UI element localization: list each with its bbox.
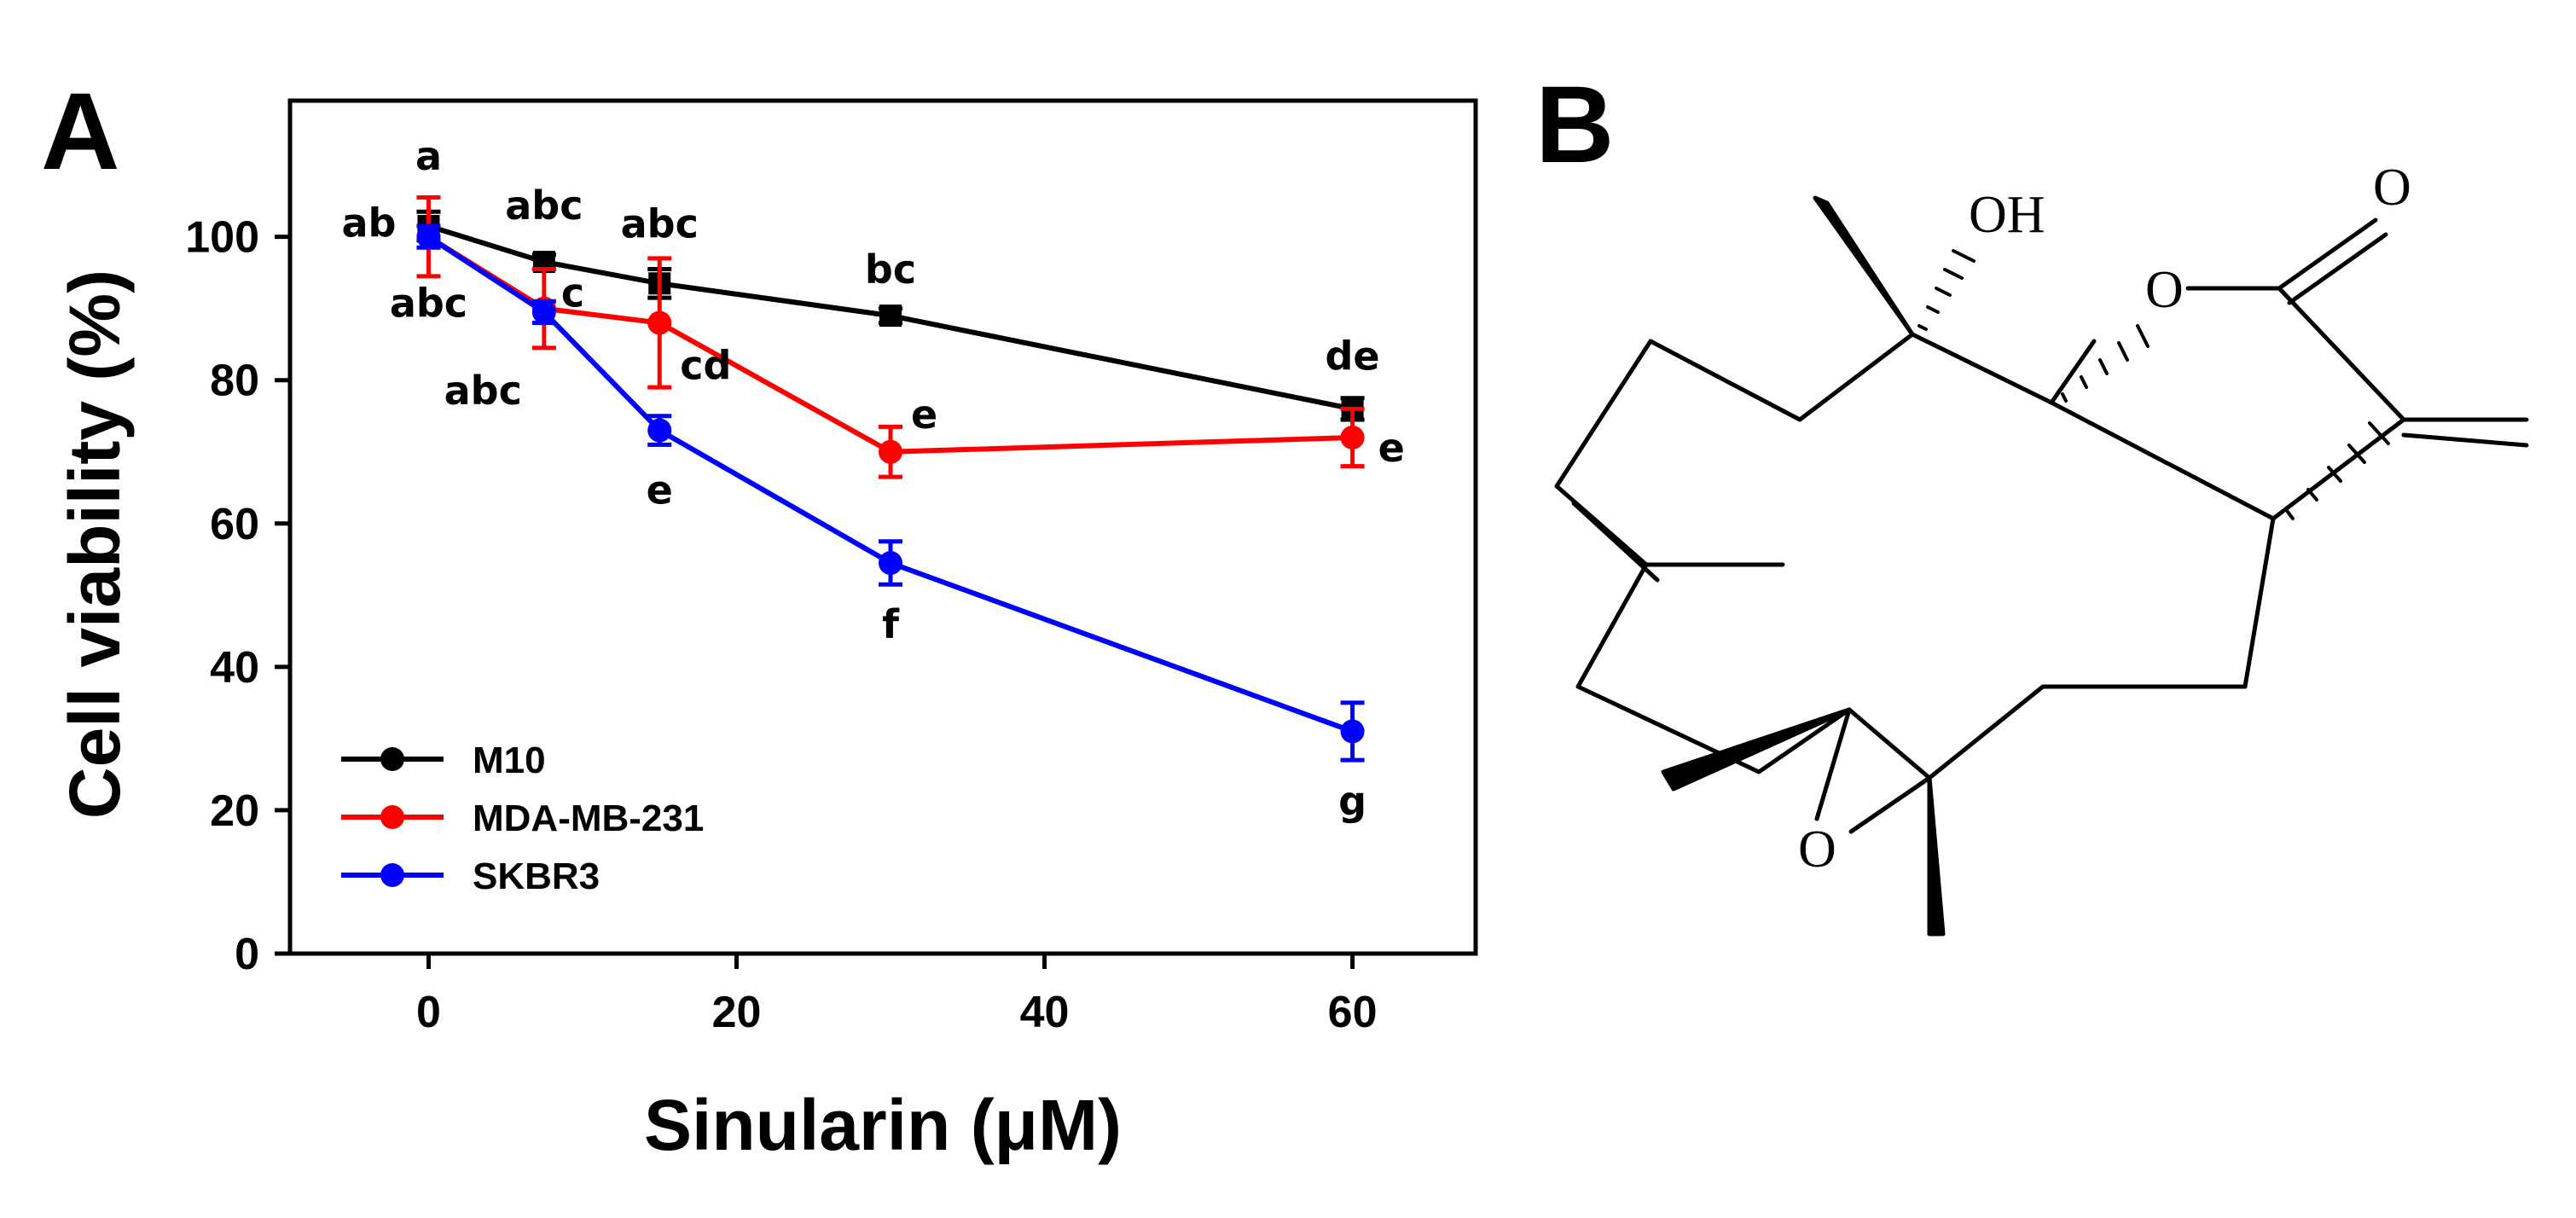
data-point — [879, 304, 902, 328]
significance-label: abc — [444, 368, 522, 414]
legend-marker — [380, 863, 404, 887]
significance-label: f — [882, 601, 900, 647]
y-tick-label: 80 — [210, 357, 259, 406]
series-skbr3 — [416, 223, 1365, 763]
y-tick-label: 20 — [210, 786, 259, 836]
epoxide-wedge-bond — [1661, 707, 1852, 792]
significance-label: cd — [680, 343, 731, 389]
legend-label: M10 — [473, 740, 546, 781]
chart-axes: 0 20 40 60 0 20 40 60 80 100 — [185, 98, 1478, 1037]
legend-label: SKBR3 — [473, 856, 600, 897]
methyl-wedge-bond — [1927, 775, 1946, 937]
series-mda-mb-231 — [416, 194, 1365, 479]
epoxide-oxygen-label: O — [1798, 821, 1836, 879]
panel-label-b: B — [1535, 64, 1614, 186]
y-tick-label: 60 — [210, 500, 259, 549]
epoxide-bond — [1848, 775, 1932, 834]
significance-label: ab — [341, 200, 396, 246]
methylene-bond — [2401, 432, 2529, 448]
carbonyl-bond — [2287, 232, 2388, 305]
panel-label-a: A — [41, 71, 119, 193]
ester-oxygen-label: O — [2145, 261, 2184, 319]
y-tick-label: 40 — [210, 643, 259, 693]
legend-marker — [380, 805, 404, 829]
y-axis-title: Cell viability (%) — [55, 270, 135, 819]
data-point — [416, 224, 441, 249]
lactone-bond — [2277, 286, 2406, 422]
significance-label: bc — [865, 246, 916, 293]
y-tick-label: 0 — [235, 930, 259, 979]
carbonyl-bond — [2277, 218, 2378, 291]
significance-label: a — [415, 133, 442, 179]
x-tick-label: 40 — [1020, 988, 1070, 1037]
significance-label: g — [1338, 778, 1366, 824]
epoxide-bond — [1814, 707, 1852, 821]
significance-label: abc — [390, 281, 467, 327]
lactone-bond — [2049, 339, 2097, 405]
data-point — [531, 299, 556, 324]
hydroxyl-label: OH — [1969, 186, 2045, 244]
significance-label: abc — [505, 183, 583, 229]
x-axis-title: Sinularin (μM) — [644, 1085, 1122, 1165]
data-point — [879, 551, 903, 576]
data-point — [1340, 425, 1365, 450]
carbonyl-oxygen-label: O — [2373, 159, 2411, 217]
data-point — [647, 310, 672, 335]
ring-double-bond — [1571, 501, 1660, 583]
x-tick-label: 0 — [416, 988, 441, 1037]
plot-frame — [287, 98, 1478, 956]
significance-label: abc — [621, 200, 699, 246]
significance-label: e — [647, 467, 673, 513]
significance-label: c — [561, 270, 584, 316]
significance-label: e — [911, 392, 937, 438]
data-point — [879, 439, 903, 464]
x-tick-label: 20 — [712, 988, 762, 1037]
significance-label: e — [1378, 425, 1405, 471]
significance-label: de — [1326, 333, 1380, 379]
y-tick-label: 100 — [185, 213, 259, 263]
data-point — [1340, 719, 1365, 744]
chart-series — [416, 194, 1365, 763]
x-tick-label: 60 — [1328, 988, 1378, 1037]
lactone-bond — [2271, 417, 2406, 521]
legend-label: MDA-MB-231 — [473, 798, 704, 839]
sinularin-structure: OH O O O — [1554, 159, 2529, 937]
chart-legend: M10 MDA-MB-231 SKBR3 — [341, 740, 704, 897]
series-m10 — [416, 209, 1365, 422]
hashed-bond-ring — [2286, 421, 2390, 520]
legend-marker — [380, 747, 404, 771]
methyl-wedge-bond — [1813, 195, 1915, 337]
hashed-bond-ester — [2061, 324, 2150, 403]
macrocycle-bond-path — [1554, 332, 2276, 780]
hashed-bond-oh — [1917, 249, 1976, 331]
data-point — [647, 418, 672, 443]
